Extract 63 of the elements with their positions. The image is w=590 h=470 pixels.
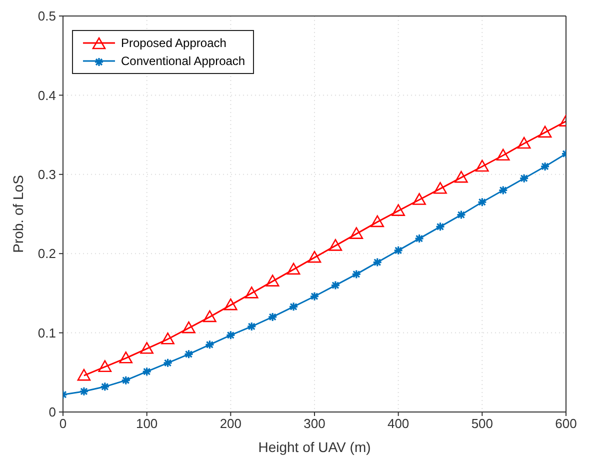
- x-tick-label: 500: [471, 416, 494, 432]
- point: [79, 386, 89, 396]
- point: [370, 215, 384, 228]
- y-tick-label: 0.1: [38, 325, 56, 340]
- point: [268, 312, 278, 322]
- y-tick-label: 0.4: [38, 88, 56, 103]
- point: [517, 136, 531, 149]
- point: [352, 269, 362, 279]
- point: [224, 298, 238, 310]
- point: [182, 321, 196, 334]
- point: [98, 360, 112, 372]
- y-tick-label: 0: [48, 404, 56, 420]
- point: [350, 227, 364, 239]
- y-axis-title: Prob. of LoS: [10, 175, 26, 253]
- point: [142, 366, 152, 376]
- point: [540, 162, 550, 172]
- point: [184, 349, 194, 359]
- point: [77, 368, 91, 381]
- point: [204, 340, 215, 350]
- point: [434, 182, 447, 194]
- point: [119, 351, 133, 364]
- point: [519, 174, 529, 184]
- point: [538, 126, 552, 138]
- point: [266, 274, 280, 286]
- x-tick-label: 0: [59, 416, 67, 432]
- point: [496, 148, 510, 161]
- point: [161, 332, 174, 344]
- x-tick-label: 300: [304, 416, 326, 432]
- point: [244, 286, 258, 298]
- point: [477, 197, 487, 207]
- point: [394, 246, 404, 256]
- x-tick-label: 600: [555, 416, 577, 432]
- point: [498, 185, 508, 196]
- point: [392, 204, 405, 216]
- point: [310, 292, 320, 302]
- y-tick-label: 0.3: [38, 167, 56, 182]
- point: [476, 160, 489, 172]
- point: [121, 376, 131, 386]
- point: [414, 234, 424, 244]
- legend-label: Conventional Approach: [121, 54, 246, 68]
- point: [454, 170, 468, 183]
- x-tick-label: 200: [220, 416, 242, 432]
- point: [412, 193, 426, 205]
- point: [330, 280, 340, 290]
- point: [456, 210, 466, 220]
- point: [226, 330, 236, 340]
- point: [162, 358, 173, 368]
- y-tick-label: 0.5: [38, 8, 56, 24]
- point: [288, 302, 298, 312]
- x-tick-label: 400: [387, 416, 410, 432]
- point: [372, 258, 382, 268]
- point: [435, 222, 446, 232]
- point: [246, 322, 256, 332]
- point: [100, 382, 110, 392]
- y-tick-label: 0.2: [38, 246, 56, 262]
- point: [203, 310, 216, 322]
- legend-label: Proposed Approach: [121, 36, 226, 50]
- point: [308, 250, 322, 263]
- x-axis-title: Height of UAV (m): [258, 438, 371, 455]
- x-tick-label: 100: [136, 416, 158, 432]
- point: [286, 262, 300, 275]
- point: [328, 239, 342, 251]
- point: [140, 342, 154, 354]
